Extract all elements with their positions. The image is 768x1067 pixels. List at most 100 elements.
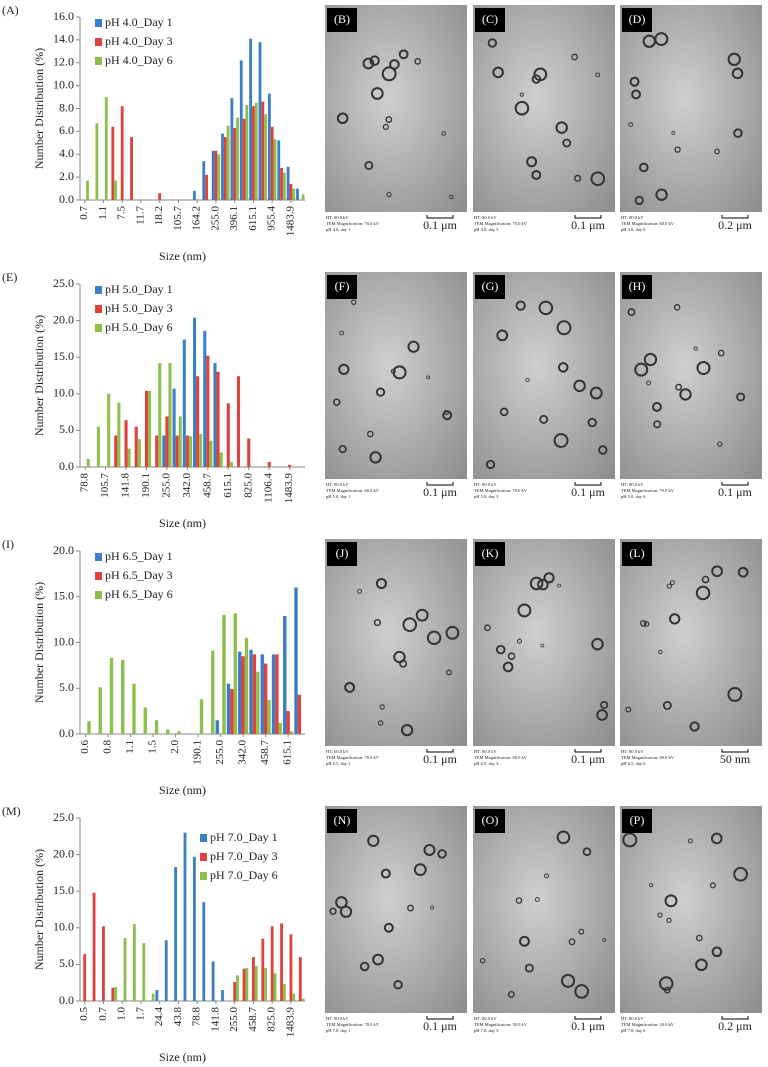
image-label: (D) [629,12,646,26]
image-info: HT: 80.0 kV [326,1016,349,1021]
bar [127,448,131,467]
legend-label: pH 4.0_Day 6 [105,53,173,67]
bar [143,707,147,734]
bar [289,731,294,734]
bar [216,371,220,467]
legend-label: pH 4.0_Day 1 [105,15,173,29]
bar [288,464,292,467]
legend-swatch [200,834,207,842]
y-axis-label: Number Distribution (%) [32,849,46,970]
particle [557,362,569,373]
particle [507,991,515,998]
bar [92,892,96,1001]
particle [602,938,607,942]
particle [335,896,348,909]
image-info: pH 4.0, day 3 [474,227,499,233]
x-tick-label: 0.7 [78,206,90,220]
image-info: HT: 60.0 kV [326,749,349,754]
particle [737,566,749,578]
particle [629,76,640,87]
image-info: pH 7.0, day 6 [621,1028,646,1034]
bar [282,172,286,200]
particle [598,445,608,455]
particle [666,917,672,924]
legend-swatch [200,872,207,880]
legend-swatch [95,572,102,580]
x-tick-label: 255.0 [228,1007,240,1032]
particle [534,897,540,902]
particle [401,723,414,737]
image-info: pH 6.5, day 3 [474,761,499,767]
y-tick-label: 0.0 [59,192,74,206]
y-tick-label: 8.0 [59,100,74,114]
particle [529,576,544,591]
y-tick-label: 25.0 [53,810,74,824]
particle [369,55,380,66]
particle [382,123,389,130]
bar [158,363,162,467]
bar [254,102,258,200]
image-info: HT: 80.0 kV [474,482,497,487]
particle [631,89,642,100]
bar [236,975,239,1001]
scale-bar [574,482,602,486]
x-tick-label: 1483.9 [283,473,295,504]
particle [710,832,723,845]
bar [175,435,179,467]
particle [695,934,703,942]
scale-bar-label: 0.2 μm [718,218,752,232]
particle [587,417,597,428]
legend-label: pH 7.0_Day 3 [210,849,278,863]
x-tick-label: 396.1 [228,206,240,231]
bar [283,615,287,734]
x-tick-label: 1.0 [116,1007,128,1021]
image-info: HT: 80.0 kV [326,482,349,487]
particle [519,935,530,947]
x-tick-label: 141.8 [209,1007,221,1032]
particle [379,704,385,710]
bar [151,993,155,1001]
scale-bar-label: 0.1 μm [571,218,605,232]
particle [646,380,651,386]
particle [496,329,509,342]
panel-label: (I) [2,537,14,551]
particle [571,53,578,61]
x-tick-label: 458.7 [259,740,271,765]
particle [642,34,656,48]
bar [87,721,91,734]
image-info: HT: 80.0 kV [326,215,349,220]
particle [568,938,576,946]
bar [249,649,253,734]
label-box [622,809,652,833]
image-background [473,806,615,1013]
particle [543,572,555,584]
y-tick-label: 6.0 [59,123,74,137]
particle [538,300,554,316]
particle [540,643,545,648]
bar [123,938,127,1001]
tem-image: (F) [325,272,467,479]
particle [657,912,663,918]
y-tick-label: 0.0 [59,726,74,740]
bar [86,458,90,467]
x-tick-label: 342.0 [237,740,249,765]
x-tick-label: 190.1 [192,740,204,765]
y-tick-label: 15.0 [53,883,74,897]
particle [531,170,542,180]
particle [339,330,345,336]
image-label: (N) [334,813,351,827]
particle [357,588,362,594]
label-box [327,8,357,32]
particle [372,953,384,966]
bar [142,943,146,1001]
bar [144,390,149,467]
particle [370,87,384,100]
particle [526,156,538,168]
image-label: (H) [629,279,646,293]
x-tick-label: 0.8 [102,740,114,754]
image-label: (O) [482,813,499,827]
bar [252,106,255,200]
tem-image: (K) [473,539,615,746]
bar [226,403,230,467]
bar [211,650,215,734]
